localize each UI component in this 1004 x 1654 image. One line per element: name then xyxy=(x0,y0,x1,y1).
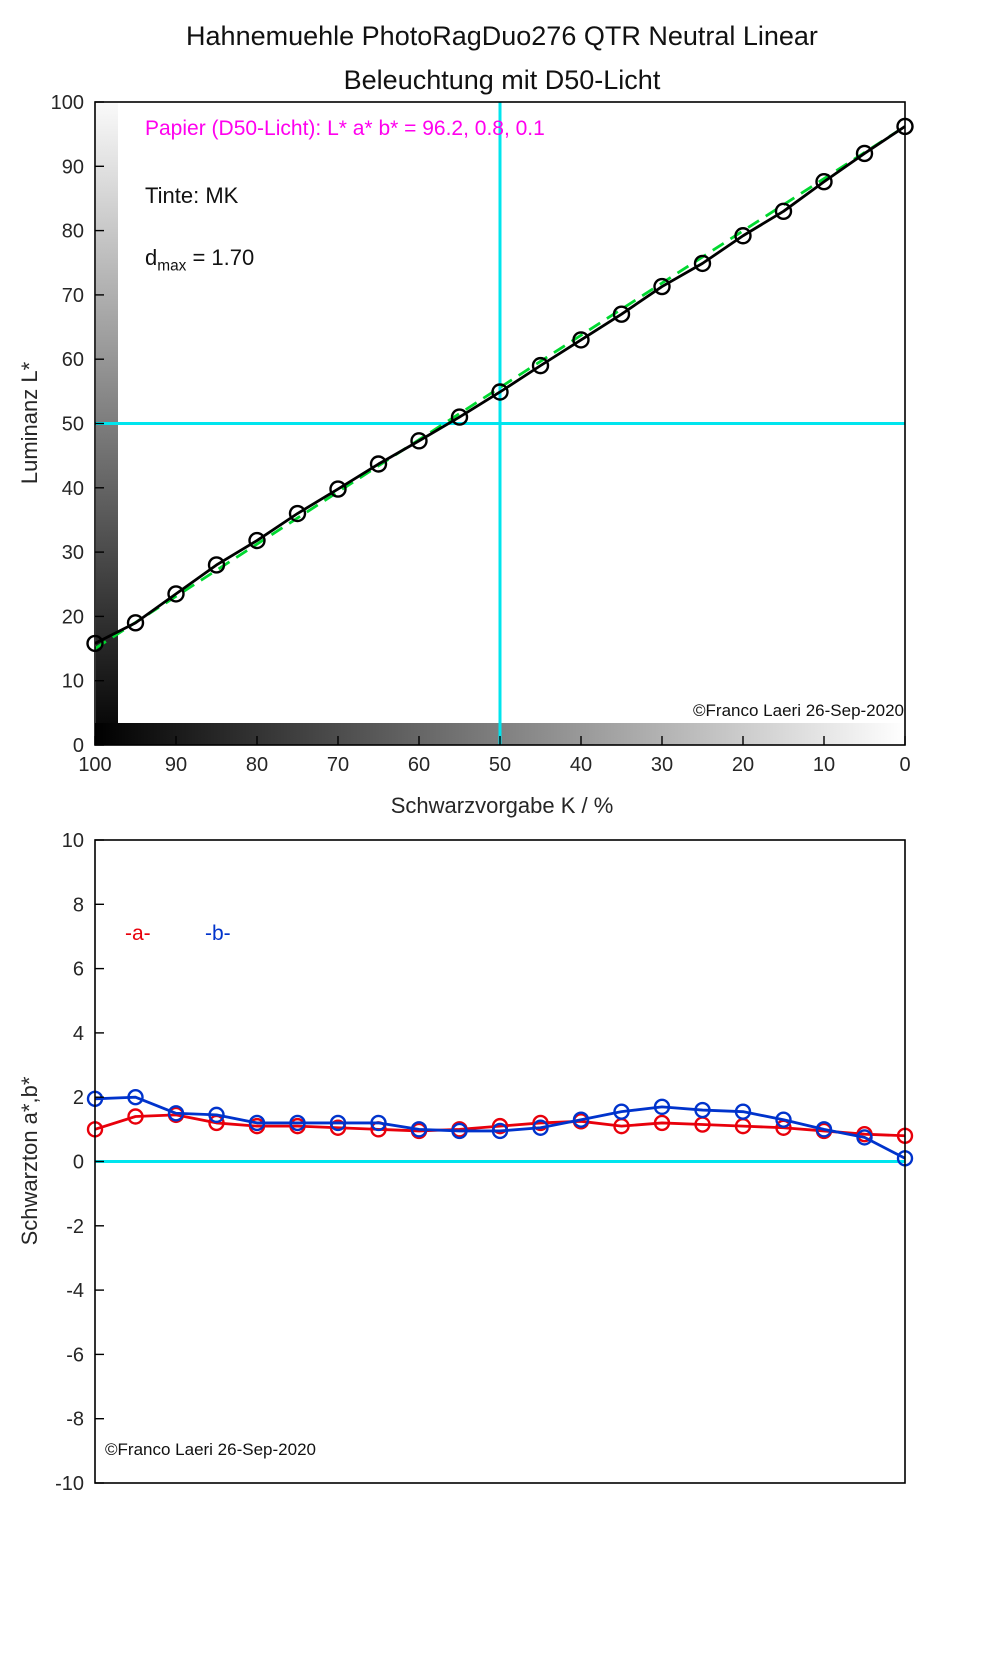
chart-title-line1: Hahnemuehle PhotoRagDuo276 QTR Neutral L… xyxy=(186,21,818,51)
svg-text:10: 10 xyxy=(62,830,84,852)
svg-text:30: 30 xyxy=(62,542,84,564)
chart-title-line2: Beleuchtung mit D50-Licht xyxy=(343,65,661,95)
svg-text:40: 40 xyxy=(570,754,592,776)
chart-title: Hahnemuehle PhotoRagDuo276 QTR Neutral L… xyxy=(0,14,1004,102)
copyright-bottom: ©Franco Laeri 26-Sep-2020 xyxy=(105,1440,316,1459)
x-axis-label-schwarzvorgabe: Schwarzvorgabe K / % xyxy=(390,793,614,818)
luminance-chart-canvas: 100 90 80 70 60 50 40 30 20 10 0010203040506070809… xyxy=(51,95,914,776)
svg-text:50: 50 xyxy=(489,754,511,776)
svg-text:60: 60 xyxy=(408,754,430,776)
svg-text:2: 2 xyxy=(73,1087,84,1109)
ink-annotation: Tinte: MK xyxy=(145,183,239,208)
svg-text:80: 80 xyxy=(246,754,268,776)
dmax-value: = 1.70 xyxy=(186,245,255,270)
svg-text:100: 100 xyxy=(78,754,111,776)
svg-text:10: 10 xyxy=(62,671,84,693)
svg-text:70: 70 xyxy=(327,754,349,776)
svg-text:20: 20 xyxy=(62,606,84,628)
svg-text:6: 6 xyxy=(73,959,84,981)
luminance-chart: 100 90 80 70 60 50 40 30 20 10 0 0 10 20 30 40 50 60 70 80 9… xyxy=(0,95,1004,835)
svg-text:-10: -10 xyxy=(55,1473,84,1495)
copyright-top: ©Franco Laeri 26-Sep-2020 xyxy=(693,701,904,720)
svg-text:0: 0 xyxy=(73,1152,84,1174)
ab-chart: -10 -8 -6 -4 -2 0 2 4 6 8 10 Schwarzton a*,b* -a- … xyxy=(0,830,1004,1520)
svg-text:-2: -2 xyxy=(66,1216,84,1238)
svg-text:90: 90 xyxy=(165,754,187,776)
svg-text:10: 10 xyxy=(813,754,835,776)
svg-text:30: 30 xyxy=(651,754,673,776)
svg-text:0: 0 xyxy=(73,735,84,757)
svg-text:100: 100 xyxy=(51,95,84,114)
svg-text:80: 80 xyxy=(62,221,84,243)
svg-text:-8: -8 xyxy=(66,1409,84,1431)
legend-a-star: -a- xyxy=(125,922,151,945)
svg-text:50: 50 xyxy=(62,414,84,436)
svg-text:-6: -6 xyxy=(66,1344,84,1366)
svg-text:4: 4 xyxy=(73,1023,84,1045)
y-axis-label-luminance: Luminanz L* xyxy=(17,361,42,485)
svg-text:70: 70 xyxy=(62,285,84,307)
svg-text:90: 90 xyxy=(62,156,84,178)
svg-text:60: 60 xyxy=(62,349,84,371)
svg-text:40: 40 xyxy=(62,478,84,500)
svg-text:8: 8 xyxy=(73,894,84,916)
svg-text:20: 20 xyxy=(732,754,754,776)
paper-lab-annotation: Papier (D50-Licht): L* a* b* = 96.2, 0.8… xyxy=(145,117,545,140)
svg-text:0: 0 xyxy=(899,754,910,776)
ab-chart-canvas: -10 -8 -6 -4 -2 0 2 4 6 8 10 xyxy=(55,830,914,1495)
dmax-base: d xyxy=(145,245,158,270)
svg-text:-4: -4 xyxy=(66,1280,84,1302)
dmax-subscript: max xyxy=(157,257,187,275)
y-axis-label-schwarzton: Schwarzton a*,b* xyxy=(17,1076,42,1246)
legend-b-star: -b- xyxy=(205,922,231,945)
dmax-annotation: dmax = 1.70 xyxy=(145,245,254,275)
